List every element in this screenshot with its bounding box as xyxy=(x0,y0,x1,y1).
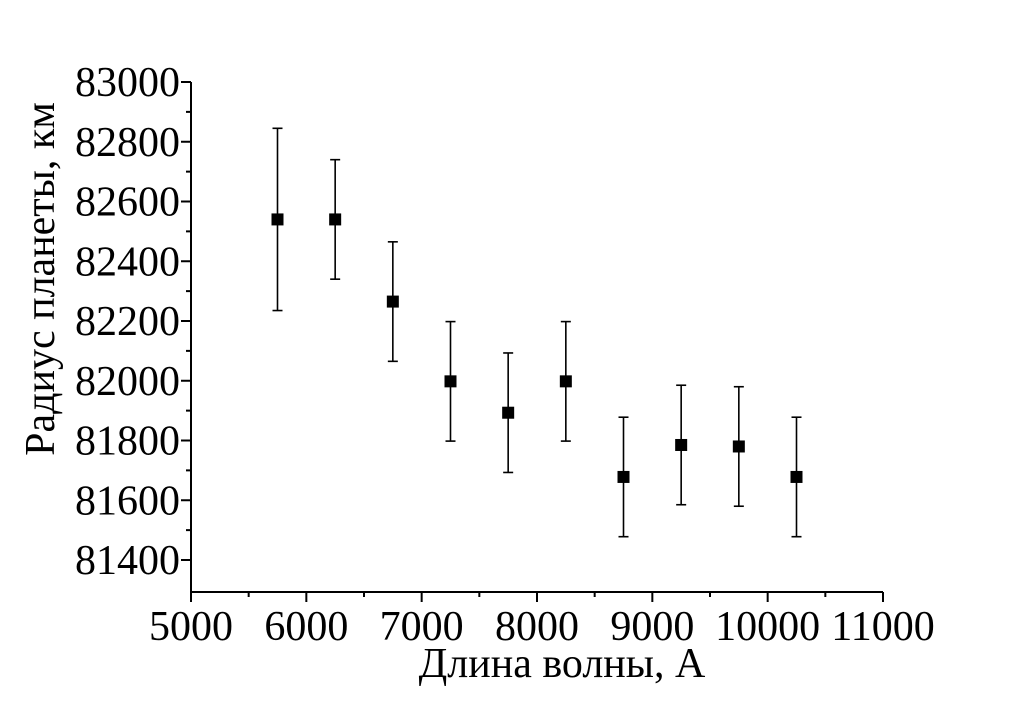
x-tick-label: 8000 xyxy=(495,604,579,650)
data-point xyxy=(386,295,399,308)
data-point xyxy=(790,470,803,483)
x-tick-label: 11000 xyxy=(831,604,934,650)
tick-labels: 5000 6000 7000 8000 9000 10000 11000 81400 81600… xyxy=(75,60,935,650)
data-points xyxy=(271,213,803,483)
data-point xyxy=(271,213,284,226)
x-axis-title: Длина волны, А xyxy=(419,641,706,687)
x-tick-label: 5000 xyxy=(149,604,233,650)
x-tick-label: 6000 xyxy=(264,604,348,650)
y-tick-label: 82400 xyxy=(75,239,180,285)
y-tick-label: 83000 xyxy=(75,60,180,106)
ticks xyxy=(181,81,884,602)
axes xyxy=(190,82,883,593)
y-tick-label: 81800 xyxy=(75,419,180,465)
data-point xyxy=(502,406,515,419)
data-point xyxy=(559,375,572,388)
y-tick-label: 81600 xyxy=(75,478,180,524)
y-tick-label: 82600 xyxy=(75,180,180,226)
data-point xyxy=(444,375,457,388)
y-tick-label: 82200 xyxy=(75,299,180,345)
x-tick-label: 7000 xyxy=(380,604,464,650)
data-point xyxy=(732,440,745,453)
error-bars xyxy=(272,127,802,538)
y-tick-label: 82000 xyxy=(75,359,180,405)
y-axis-title: Радиус планеты, км xyxy=(18,102,64,456)
y-tick-label: 81400 xyxy=(75,538,180,584)
data-point xyxy=(617,470,630,483)
data-point xyxy=(329,213,342,226)
data-point xyxy=(675,438,688,451)
x-tick-label: 9000 xyxy=(610,604,694,650)
y-tick-label: 82800 xyxy=(75,120,180,166)
x-tick-label: 10000 xyxy=(715,604,820,650)
